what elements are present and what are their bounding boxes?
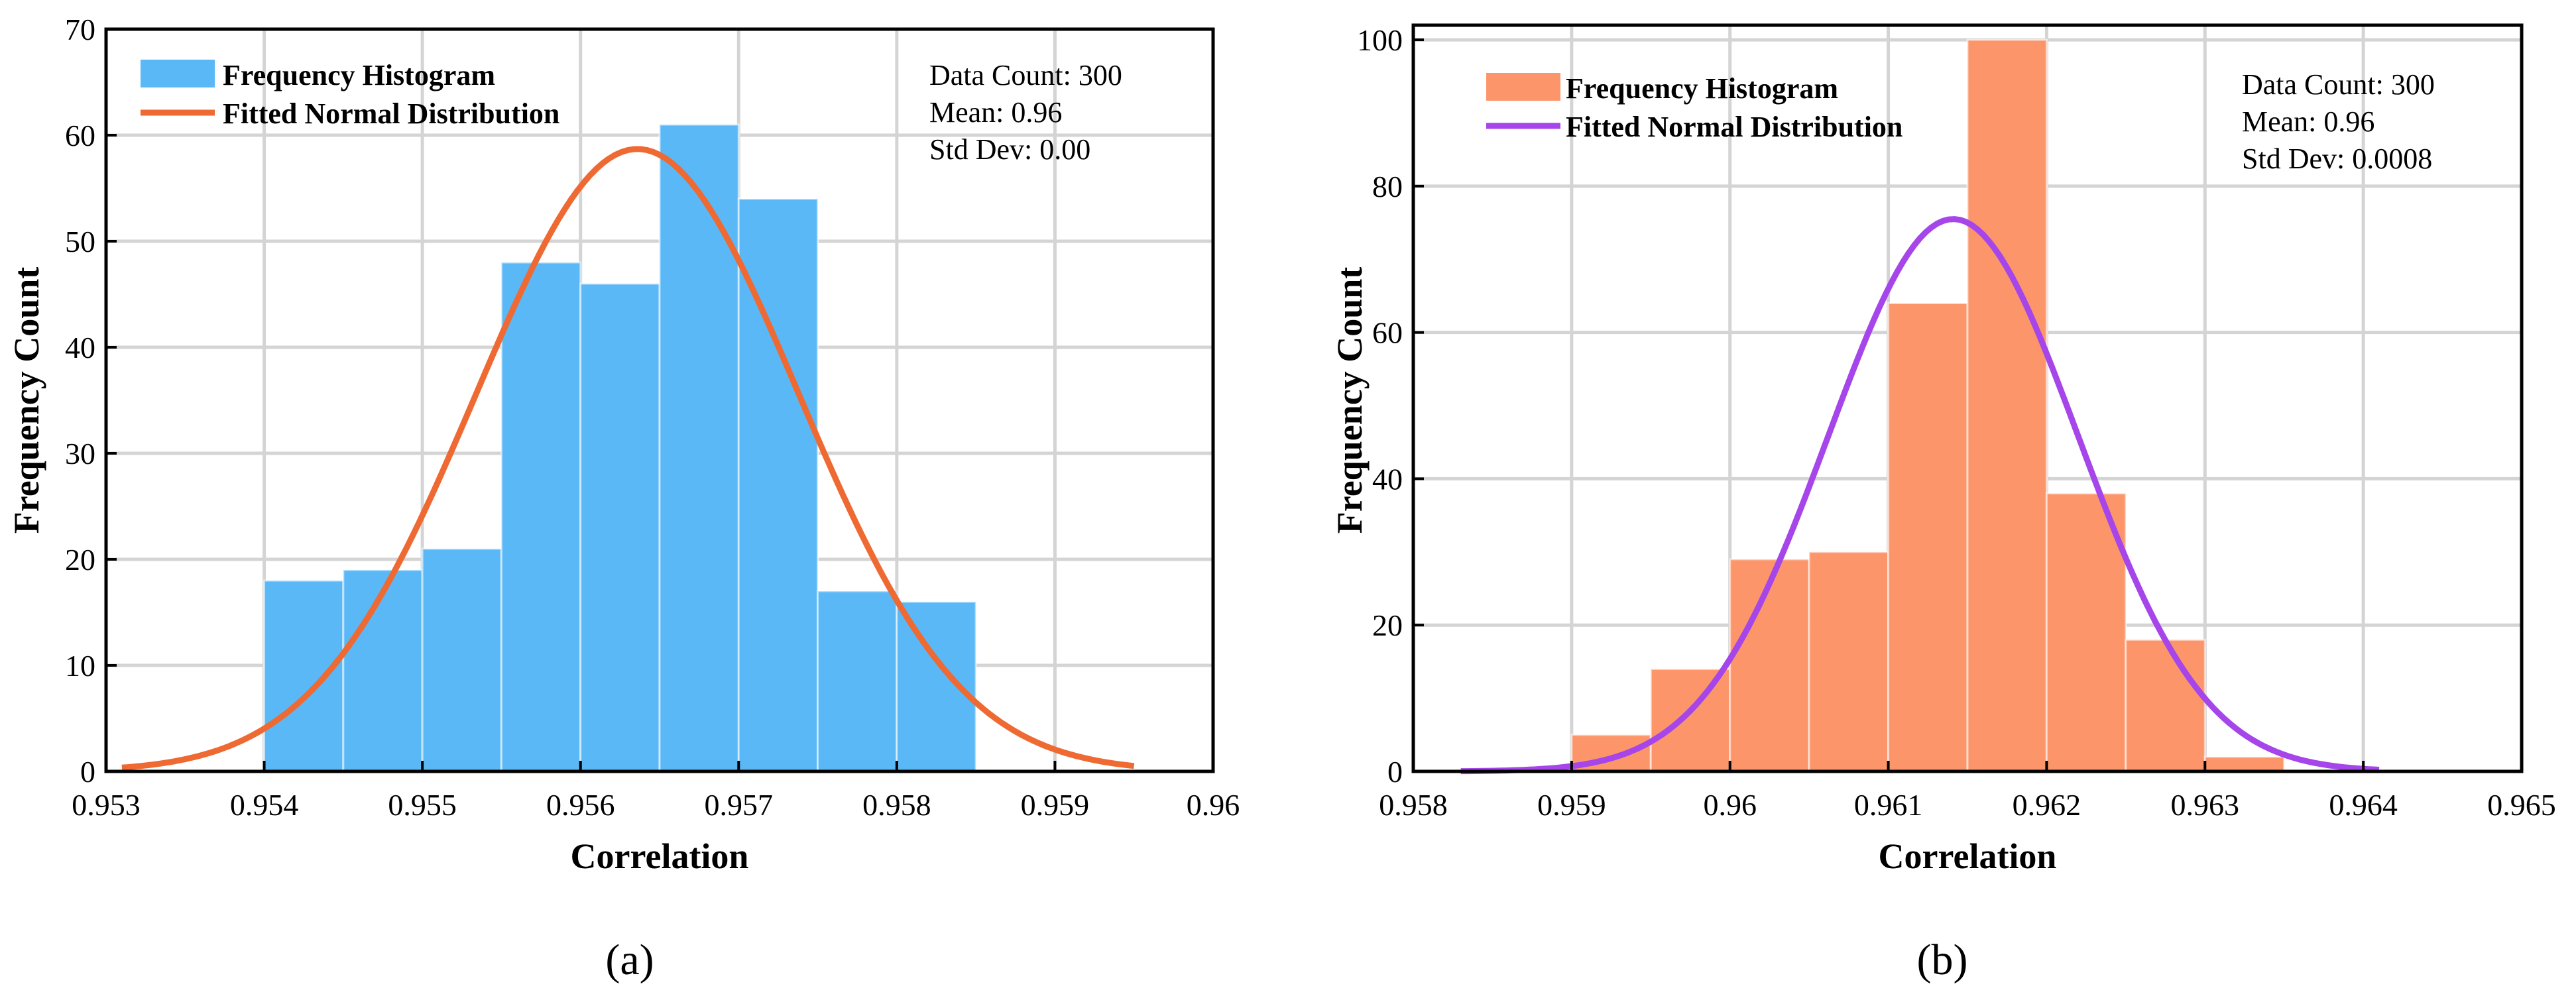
panel-a: 0.953 0.954 0.955 0.956 0.957 0.958 0.959 0.96 0… [7, 13, 1240, 984]
panel-b-histogram-bar [2203, 755, 2286, 773]
panel-b-ticks: 0.958 0.959 0.96 0.961 0.962 0.963 0.964 0.965 0… [1357, 23, 2556, 822]
panel-a-x-tick-label: 0.954 [230, 788, 299, 822]
panel-b-histogram-bar [1966, 38, 2048, 773]
panel-a-legend: Frequency Histogram Fitted Normal Distri… [141, 59, 559, 130]
panel-a-y-axis-label: Frequency Count [7, 267, 46, 534]
panel-a-curve [121, 146, 1135, 771]
panel-b-legend-bar-swatch [1486, 73, 1560, 101]
panel-b-stat-mean: Mean: 0.96 [2242, 105, 2374, 138]
panel-a-x-tick-label: 0.956 [546, 788, 615, 822]
panel-b-histogram-bar [1649, 667, 1731, 773]
panel-b-histogram-bar [2125, 638, 2206, 773]
panel-b-stats: Data Count: 300 Mean: 0.96 Std Dev: 0.00… [2242, 68, 2435, 175]
panel-a-x-tick-label: 0.953 [72, 788, 141, 822]
panel-b-y-tick-label: 80 [1372, 170, 1403, 203]
panel-a-y-tick-label: 10 [65, 649, 95, 683]
panel-b-histogram-bar [1729, 558, 1810, 773]
panel-a-ticks: 0.953 0.954 0.955 0.956 0.957 0.958 0.959 0.96 0… [65, 13, 1240, 822]
panel-a-y-tick-label: 50 [65, 225, 95, 258]
panel-a-x-tick-label: 0.959 [1021, 788, 1090, 822]
panel-a-y-tick-label: 0 [80, 755, 95, 789]
panel-b-y-tick-label: 60 [1372, 316, 1403, 350]
panel-a-histogram-bar [421, 547, 502, 773]
panel-a-legend-fit: Fitted Normal Distribution [223, 97, 559, 130]
panel-b-x-tick-label: 0.963 [2171, 788, 2240, 822]
panel-b-plot-frame [1411, 23, 2524, 773]
panel-a-y-tick-label: 20 [65, 543, 95, 577]
panel-b-x-tick-label: 0.961 [1854, 788, 1923, 822]
panel-b-legend: Frequency Histogram Fitted Normal Distri… [1486, 72, 1903, 143]
panel-b-x-tick-label: 0.958 [1379, 788, 1448, 822]
panel-a-histogram-bar [658, 123, 740, 773]
panel-b-x-tick-label: 0.962 [2013, 788, 2081, 822]
panel-b-legend-histogram: Frequency Histogram [1566, 72, 1838, 105]
panel-a-stat-std: Std Dev: 0.00 [929, 133, 1090, 166]
panel-a-stat-mean: Mean: 0.96 [929, 96, 1062, 129]
panel-a-x-tick-label: 0.957 [705, 788, 774, 822]
panel-b-histogram-bar [1808, 551, 1890, 773]
panel-a-fitted-curve [121, 146, 1135, 771]
panel-a-histogram-bar [817, 590, 898, 773]
panel-a-x-tick-label: 0.955 [388, 788, 457, 822]
panel-a-legend-bar-swatch [141, 60, 215, 87]
panel-b-y-tick-label: 0 [1387, 755, 1403, 789]
panel-b-y-tick-label: 100 [1357, 23, 1403, 57]
panel-b-legend-fit: Fitted Normal Distribution [1566, 111, 1903, 143]
panel-a-y-tick-label: 40 [65, 331, 95, 364]
panel-b-x-tick-label: 0.959 [1537, 788, 1606, 822]
panel-b-x-tick-label: 0.965 [2487, 788, 2556, 822]
panel-a-caption: (a) [605, 936, 654, 984]
panel-a-histogram-bar [579, 282, 661, 773]
panel-a-y-tick-label: 60 [65, 119, 95, 152]
panel-b-y-tick-label: 20 [1372, 608, 1403, 642]
panel-a-legend-histogram: Frequency Histogram [223, 59, 495, 91]
panel-b-curve [1460, 216, 2380, 775]
panel-a-y-tick-label: 70 [65, 13, 95, 46]
panel-b-stat-std: Std Dev: 0.0008 [2242, 142, 2432, 175]
panel-a-bars [263, 123, 977, 773]
panel-a-x-tick-label: 0.96 [1187, 788, 1240, 822]
panel-a-stats: Data Count: 300 Mean: 0.96 Std Dev: 0.00 [929, 59, 1122, 166]
panel-b-x-axis-label: Correlation [1879, 836, 2057, 876]
panel-a-histogram-bar [263, 579, 345, 773]
panel-b-caption: (b) [1917, 936, 1968, 984]
panel-b-fitted-curve [1460, 216, 2380, 775]
panel-b-y-axis-label: Frequency Count [1330, 267, 1370, 534]
panel-b-y-tick-label: 40 [1372, 462, 1403, 496]
panel-a-histogram-bar [500, 261, 582, 773]
panel-a-plot-frame [104, 27, 1215, 773]
panel-a-x-axis-label: Correlation [571, 836, 749, 876]
panel-b-x-tick-label: 0.964 [2329, 788, 2398, 822]
panel-a-y-tick-label: 30 [65, 437, 95, 471]
panel-b-histogram-bar [1887, 302, 1969, 773]
panel-b: 0.958 0.959 0.96 0.961 0.962 0.963 0.964 0.965 0… [1330, 23, 2556, 984]
panel-b-x-tick-label: 0.96 [1703, 788, 1757, 822]
panel-a-histogram-bar [342, 569, 424, 773]
panel-a-x-tick-label: 0.958 [862, 788, 931, 822]
panel-a-histogram-bar [896, 600, 977, 773]
panel-a-stat-count: Data Count: 300 [929, 59, 1122, 91]
panel-b-stat-count: Data Count: 300 [2242, 68, 2435, 101]
